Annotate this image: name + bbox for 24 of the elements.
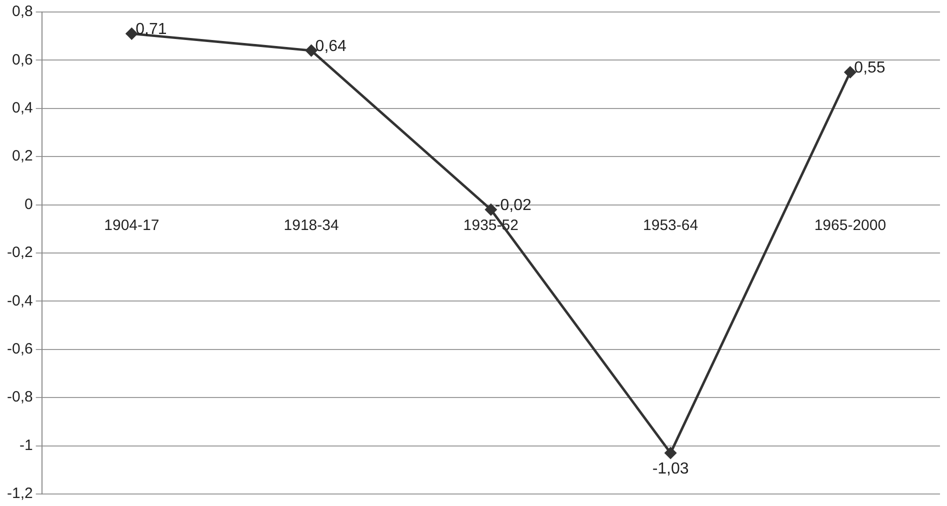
data-label: 0,64 xyxy=(315,38,347,55)
y-tick-label: 0,4 xyxy=(12,100,33,117)
point xyxy=(844,66,856,78)
data-label: 0,71 xyxy=(136,21,167,38)
point xyxy=(664,447,676,459)
x-tick-label: 1904-17 xyxy=(104,216,160,234)
y-tick-label: -1 xyxy=(20,436,33,454)
y-tick-label: 0,6 xyxy=(12,51,33,68)
x-tick-label: 1965-2000 xyxy=(814,216,886,234)
x-tick-label: 1953-64 xyxy=(643,216,698,234)
y-tick-label: 0 xyxy=(24,196,33,213)
data-label: 0,55 xyxy=(854,60,886,77)
y-tick-label: -0,2 xyxy=(6,244,33,262)
point xyxy=(126,28,138,40)
data-label: -0,02 xyxy=(494,197,532,214)
y-tick-label: -1,2 xyxy=(6,485,33,502)
y-tick-label: 0,2 xyxy=(12,148,33,165)
y-tick-label: -0,6 xyxy=(6,340,33,358)
x-tick-label: 1918-34 xyxy=(284,216,339,234)
y-tick-label: -0,8 xyxy=(6,388,33,406)
y-tick-label: 0,8 xyxy=(12,3,33,20)
point xyxy=(485,204,497,216)
y-tick-label: -0,4 xyxy=(6,292,33,310)
data-label: -1,03 xyxy=(652,460,689,478)
